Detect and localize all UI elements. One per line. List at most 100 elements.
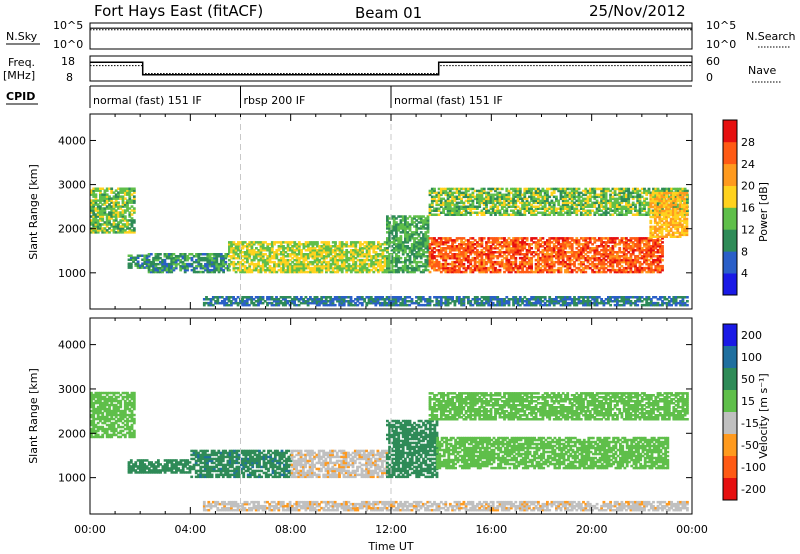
range-gate-cell [489, 237, 493, 240]
range-gate-cell [570, 239, 574, 242]
range-gate-cell [505, 251, 509, 254]
range-gate-cell [643, 239, 646, 242]
range-gate-cell [514, 189, 518, 193]
range-gate-cell [156, 270, 160, 274]
range-gate-cell [455, 264, 459, 268]
range-gate-cell [586, 201, 590, 205]
range-gate-cell [336, 253, 340, 256]
range-gate-cell [406, 245, 410, 248]
range-gate-cell [383, 255, 387, 258]
range-gate-cell [674, 201, 678, 205]
range-gate-cell [399, 219, 403, 222]
range-gate-cell [349, 245, 353, 248]
range-gate-cell [627, 260, 631, 264]
range-gate-cell [179, 253, 183, 256]
range-gate-cell [374, 266, 378, 270]
range-gate-cell [284, 251, 288, 254]
range-gate-cell [316, 253, 319, 256]
range-gate-cell [620, 239, 624, 242]
range-gate-cell [117, 203, 120, 206]
range-gate-cell [390, 255, 394, 258]
range-gate-cell [458, 187, 461, 191]
range-gate-cell [476, 249, 479, 252]
range-gate-cell [270, 301, 274, 305]
range-gate-cell [518, 260, 522, 264]
range-gate-cell [625, 195, 628, 199]
range-gate-cell [509, 199, 513, 203]
range-gate-cell [336, 268, 340, 272]
range-gate-cell [584, 193, 588, 197]
range-gate-cell [496, 197, 500, 201]
range-gate-cell [444, 258, 448, 262]
range-gate-cell [636, 187, 640, 191]
range-gate-cell [347, 266, 351, 270]
range-gate-cell [643, 191, 646, 195]
range-gate-cell [199, 266, 203, 270]
range-gate-cell [252, 249, 256, 252]
range-gate-cell [537, 201, 540, 205]
range-gate-cell [462, 251, 466, 254]
range-gate-cell [665, 195, 668, 199]
range-gate-cell [559, 270, 563, 274]
range-gate-cell [577, 239, 581, 242]
range-gate-cell [453, 270, 457, 274]
range-gate-cell [525, 260, 529, 264]
range-gate-cell [577, 245, 581, 248]
range-gate-cell [473, 260, 477, 264]
range-gate-cell [602, 199, 606, 203]
range-gate-cell [496, 193, 500, 197]
range-gate-cell [570, 262, 574, 266]
range-gate-cell [505, 262, 509, 266]
range-gate-cell [329, 251, 333, 254]
range-gate-cell [340, 270, 344, 274]
range-gate-cell [295, 255, 299, 258]
range-gate-cell [327, 241, 331, 244]
range-gate-cell [595, 251, 599, 254]
range-gate-cell [444, 253, 448, 256]
range-gate-cell [112, 225, 116, 228]
range-gate-cell [397, 258, 401, 262]
range-gate-cell [268, 298, 272, 301]
range-gate-cell [117, 213, 120, 216]
range-gate-cell [361, 249, 364, 252]
range-gate-cell [489, 247, 493, 250]
range-gate-cell [609, 247, 612, 250]
range-gate-cell [379, 243, 382, 246]
range-gate-cell [354, 264, 358, 268]
range-gate-cell [149, 262, 153, 266]
range-gate-cell [225, 301, 229, 305]
range-gate-cell [584, 197, 588, 201]
range-gate-cell [437, 251, 441, 254]
range-gate-cell [482, 199, 486, 203]
range-gate-cell [537, 268, 540, 272]
range-gate-cell [230, 296, 233, 299]
range-gate-cell [413, 245, 416, 248]
range-gate-cell [336, 258, 340, 262]
range-gate-cell [219, 266, 223, 270]
range-gate-cell [660, 217, 664, 221]
range-gate-cell [676, 207, 680, 211]
range-gate-cell [181, 255, 185, 258]
range-gate-cell [455, 191, 459, 195]
range-gate-cell [555, 239, 558, 242]
range-gate-cell [430, 201, 434, 205]
range-gate-cell [224, 260, 228, 264]
range-gate-cell [595, 264, 599, 268]
range-gate-cell [453, 213, 457, 216]
range-gate-cell [588, 203, 592, 207]
range-gate-cell [548, 237, 552, 240]
range-gate-cell [170, 264, 174, 268]
range-gate-cell [541, 207, 545, 210]
range-gate-cell [681, 227, 684, 231]
range-gate-cell [663, 193, 667, 197]
range-gate-cell [302, 245, 306, 248]
range-gate-cell [442, 253, 445, 256]
range-gate-cell [453, 260, 457, 264]
range-gate-cell [640, 195, 644, 199]
range-gate-cell [232, 268, 236, 272]
range-gate-cell [543, 243, 547, 246]
range-gate-cell [397, 268, 401, 272]
range-gate-cell [206, 253, 210, 256]
range-gate-cell [197, 270, 201, 274]
range-gate-cell [419, 260, 423, 264]
